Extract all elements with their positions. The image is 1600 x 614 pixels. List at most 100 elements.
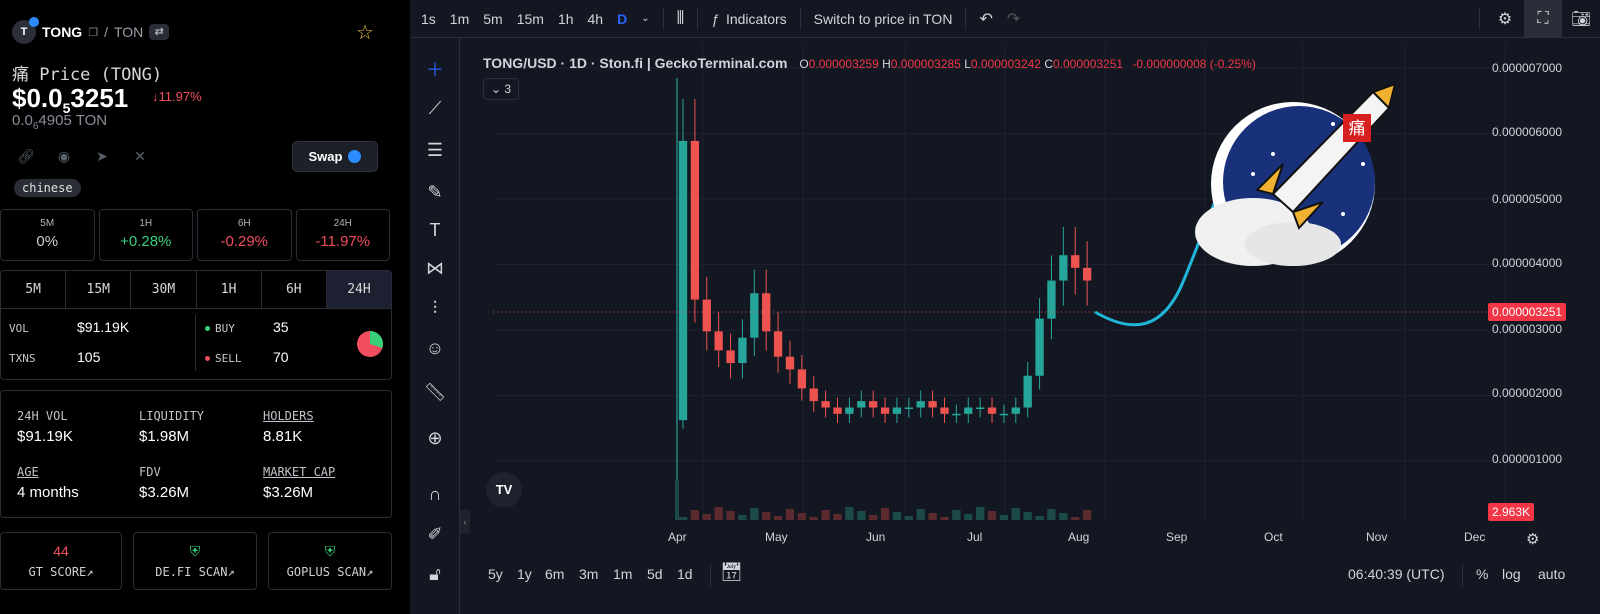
brush-icon[interactable]: ✎: [427, 182, 443, 202]
volume-bar: [809, 517, 818, 520]
price-ton-prefix: 0.0: [12, 112, 33, 129]
volume-bar: [833, 514, 842, 520]
range-divider: [1462, 564, 1463, 586]
magnet-icon[interactable]: ∩: [428, 484, 442, 504]
toolbar-divider: [662, 7, 664, 30]
tab-5m[interactable]: 5M: [1, 271, 67, 308]
interval-d[interactable]: D: [617, 10, 628, 27]
range-5d[interactable]: 5d: [647, 566, 663, 582]
interval-5m[interactable]: 5m: [483, 10, 503, 27]
auto-toggle[interactable]: auto: [1538, 566, 1566, 582]
chart-toolbar: 1s 1m 5m 15m 1h 4h D ⌄ ⫴ ƒ Indicators Sw…: [410, 0, 1600, 38]
text-icon[interactable]: T: [429, 220, 441, 240]
volume-bar: [678, 517, 688, 520]
chevron-down-icon[interactable]: ⌄: [641, 13, 650, 24]
candle-body: [928, 401, 937, 408]
stat-label[interactable]: MARKET CAP: [263, 465, 336, 479]
interval-1h[interactable]: 1h: [557, 10, 574, 27]
discord-icon[interactable]: ◉: [57, 147, 71, 164]
telegram-icon[interactable]: ➤: [96, 147, 108, 164]
indicators-button[interactable]: Indicators: [725, 10, 787, 27]
candle-body: [999, 413, 1009, 416]
defi-scan-button[interactable]: ⛨ DE.FI SCAN↗: [133, 532, 257, 590]
x-tick-label: Oct: [1264, 530, 1283, 544]
tradingview-logo[interactable]: TV: [486, 472, 522, 508]
x-tick-label: Jun: [866, 530, 886, 544]
emoji-icon[interactable]: ☺: [425, 338, 445, 358]
axis-settings-icon[interactable]: ⚙: [1526, 531, 1540, 548]
range-1m[interactable]: 1m: [613, 566, 633, 582]
price-chart[interactable]: 痛: [466, 44, 1540, 520]
goto-date-icon[interactable]: 📅︎: [720, 562, 743, 582]
percent-toggle[interactable]: %: [1476, 566, 1489, 582]
crosshair-icon[interactable]: ＋: [426, 60, 444, 80]
range-1y[interactable]: 1y: [517, 566, 532, 582]
volume-bar: [857, 511, 866, 520]
switch-pair-icon[interactable]: ⇄: [149, 24, 170, 40]
stat-label: LIQUIDITY: [139, 409, 205, 423]
volume-bar: [773, 516, 783, 520]
trendline-icon[interactable]: ⟋: [428, 98, 442, 118]
collapse-toolbar-icon[interactable]: ‹: [460, 510, 470, 534]
y-tick-label: 0.000006000: [1492, 125, 1563, 139]
utc-clock[interactable]: 06:40:39 (UTC): [1348, 566, 1445, 582]
favorite-star-icon[interactable]: ☆: [356, 22, 374, 44]
unlock-icon[interactable]: 🔓︎: [429, 564, 441, 584]
volume-bar: [702, 514, 711, 520]
redo-icon[interactable]: ↷: [1006, 10, 1021, 28]
perf-24h: 24H -11.97%: [295, 209, 390, 261]
camera-icon[interactable]: 📷︎: [1570, 11, 1592, 28]
fib-lines-icon[interactable]: ☰: [426, 140, 444, 160]
zoom-icon[interactable]: ⊕: [427, 428, 443, 448]
stat-label[interactable]: AGE: [17, 465, 39, 479]
log-toggle[interactable]: log: [1502, 566, 1521, 582]
tab-15m[interactable]: 15M: [66, 271, 132, 308]
perf-value: 0%: [36, 233, 59, 250]
fullscreen-icon[interactable]: ⛶: [1524, 0, 1562, 38]
swap-button-label: Swap: [308, 149, 343, 164]
copy-icon[interactable]: ❐: [88, 26, 99, 39]
category-tag[interactable]: chinese: [14, 179, 81, 197]
swap-button[interactable]: Swap: [292, 141, 378, 172]
ruler-icon[interactable]: 📏︎: [423, 382, 447, 402]
interval-1s[interactable]: 1s: [421, 10, 436, 27]
indicators-icon[interactable]: ƒ: [711, 10, 719, 27]
price-ton-digits: 4905 TON: [38, 112, 108, 129]
volume-bar: [1023, 512, 1032, 520]
interval-1m[interactable]: 1m: [449, 10, 470, 27]
goplus-scan-button[interactable]: ⛨ GOPLUS SCAN↗: [268, 532, 392, 590]
indicator-toggle[interactable]: ⌄ 3: [483, 78, 519, 100]
range-3m[interactable]: 3m: [579, 566, 599, 582]
stat-label[interactable]: HOLDERS: [263, 409, 314, 423]
measure-icon[interactable]: ⫶: [432, 298, 438, 318]
vol-label: VOL: [9, 322, 29, 335]
undo-icon[interactable]: ↶: [979, 10, 993, 28]
tab-24h[interactable]: 24H: [326, 271, 392, 308]
tab-1h[interactable]: 1H: [197, 271, 262, 308]
stat-holders[interactable]: HOLDERS 8.81K: [263, 409, 314, 445]
pattern-icon[interactable]: ⋈: [426, 258, 444, 278]
volume-bar: [738, 515, 747, 520]
volume-bar: [999, 515, 1009, 520]
price-usd-prefix: $0.0: [12, 83, 63, 113]
stat-market-cap[interactable]: MARKET CAP $3.26M: [263, 465, 335, 501]
interval-4h[interactable]: 4h: [587, 10, 604, 27]
tab-6h[interactable]: 6H: [262, 271, 327, 308]
lock-draw-icon[interactable]: ✐: [427, 524, 443, 544]
range-5y[interactable]: 5y: [488, 566, 503, 582]
settings-gear-icon[interactable]: ⚙: [1497, 11, 1513, 28]
volume-bar: [1071, 517, 1080, 520]
gt-score-button[interactable]: 44 GT SCORE↗: [0, 532, 122, 590]
stat-age[interactable]: AGE 4 months: [17, 465, 79, 501]
tab-30m[interactable]: 30M: [131, 271, 197, 308]
link-icon[interactable]: 🔗︎: [17, 147, 35, 164]
range-1d[interactable]: 1d: [677, 566, 693, 582]
switch-price-button[interactable]: Switch to price in TON: [813, 10, 953, 27]
candle-body: [1023, 375, 1032, 408]
candles-icon[interactable]: ⫴: [676, 8, 685, 28]
interval-15m[interactable]: 15m: [516, 10, 544, 27]
performance-strip: 5M 0% 1H +0.28% 6H -0.29% 24H -11.97%: [0, 209, 390, 261]
price-axis[interactable]: 0.000007000 0.000006000 0.000005000 0.00…: [1486, 44, 1600, 524]
range-6m[interactable]: 6m: [545, 566, 565, 582]
x-twitter-icon[interactable]: ✕: [134, 147, 146, 164]
